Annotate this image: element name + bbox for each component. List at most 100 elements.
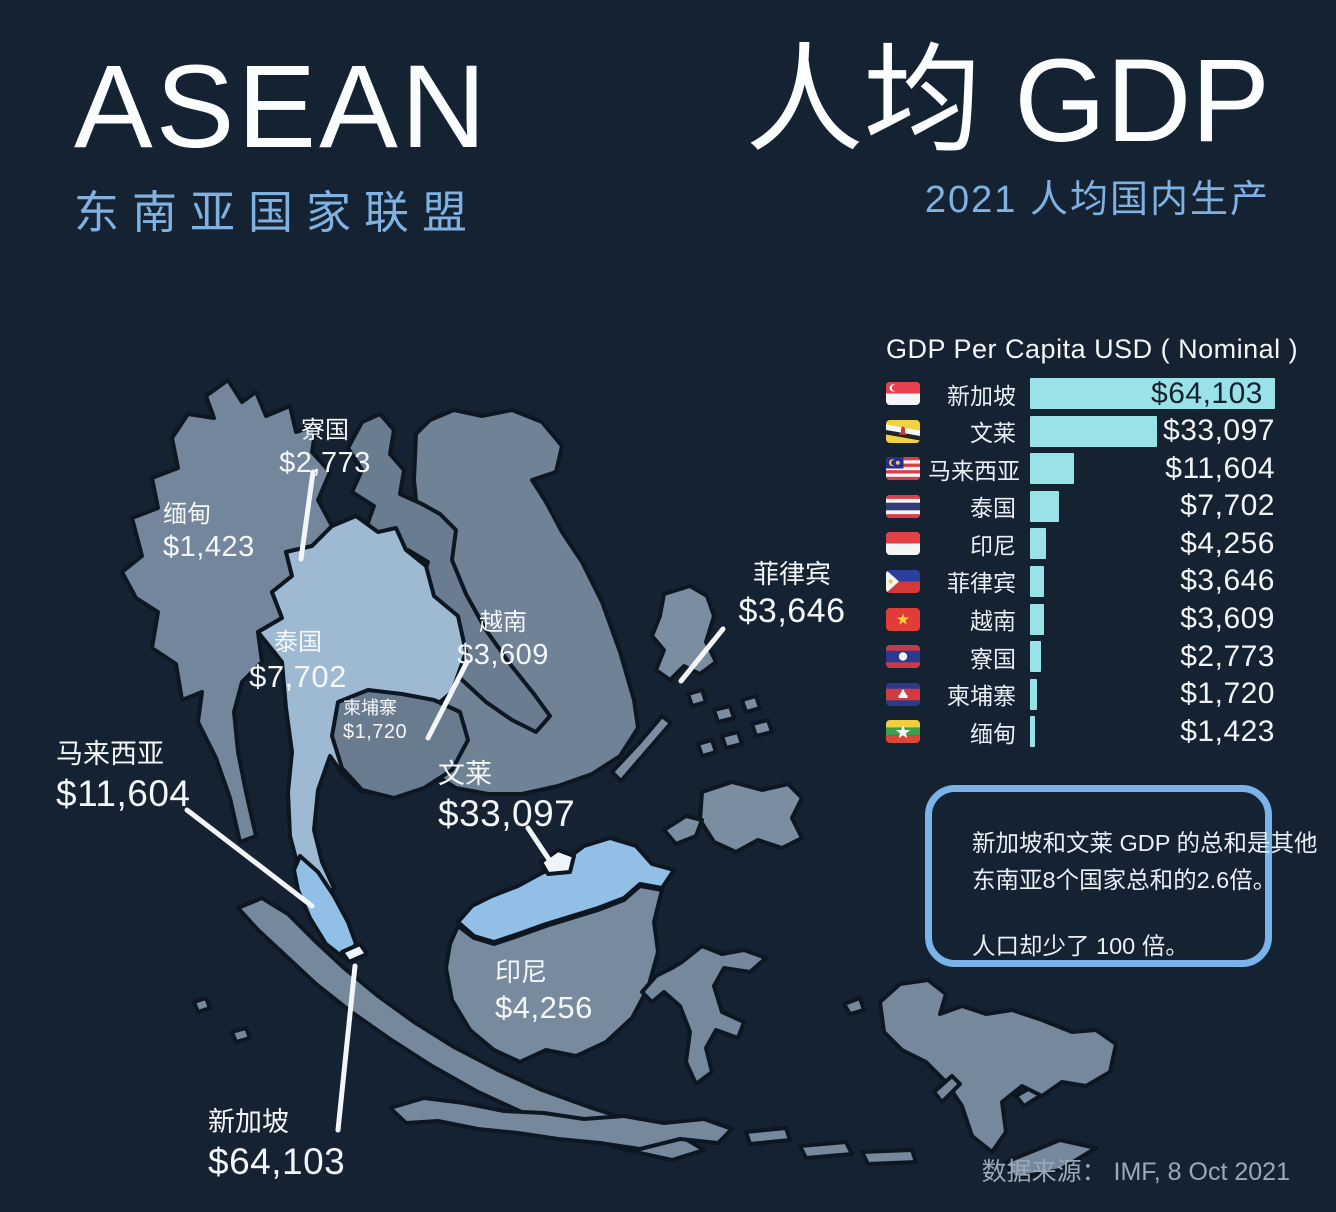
bar-track: $33,097 — [1030, 414, 1275, 448]
chart-value: $33,097 — [1163, 414, 1275, 448]
leader-line-brunei — [525, 825, 555, 867]
map-label-vietnam: 越南 $3,609 — [453, 608, 553, 673]
country-value: $33,097 — [438, 792, 576, 834]
map-papua — [878, 978, 1118, 1154]
map-lesser-sunda — [798, 1140, 854, 1160]
map-zamboanga — [662, 814, 704, 846]
bar-track: $3,609 — [1030, 602, 1275, 636]
chart-bar — [1030, 415, 1157, 447]
chart-bar — [1030, 603, 1044, 635]
country-name: 柬埔寨 — [343, 698, 397, 718]
country-value: $1,720 — [343, 720, 408, 743]
chart-row-singapore: 新加坡 $64,103 — [886, 376, 1278, 410]
chart-country-label: 泰国 — [970, 495, 1016, 522]
chart-row-thailand: 泰国 $7,702 — [886, 489, 1278, 522]
map-label-singapore: 新加坡 $64,103 — [208, 1106, 345, 1184]
chart-row-philippines: 菲律宾 $3,646 — [886, 564, 1278, 598]
leader-line-philippines — [678, 626, 726, 684]
cambodia-flag-icon — [886, 682, 920, 706]
map-java — [388, 1096, 734, 1151]
page-title-right: 人均 GDP — [745, 35, 1271, 167]
map-visayas — [696, 738, 718, 758]
chart-value: $2,773 — [1180, 639, 1275, 673]
brunei-flag-icon — [886, 419, 920, 443]
chart-bar — [1030, 641, 1041, 673]
country-value: $1,423 — [163, 531, 255, 563]
chart-row-brunei: 文莱 $33,097 — [886, 414, 1278, 448]
map-label-laos: 寮国 $2,773 — [270, 416, 380, 481]
map-small-island — [192, 996, 212, 1014]
map-luzon — [650, 584, 718, 682]
chart-bar — [1030, 453, 1075, 485]
map-timor — [1004, 1138, 1098, 1180]
leader-line-malaysia — [184, 807, 315, 909]
country-value: $7,702 — [249, 659, 347, 694]
singapore-flag-icon — [886, 382, 920, 405]
map-lesser-sunda — [932, 1074, 962, 1104]
country-value: $3,646 — [738, 591, 846, 630]
page-subtitle: 东南亚国家联盟 — [74, 186, 481, 238]
chart-bar — [1030, 528, 1047, 560]
chart-row-cambodia: 柬埔寨 $1,720 — [886, 677, 1278, 711]
map-brunei — [539, 848, 576, 876]
country-value: $64,103 — [208, 1140, 346, 1182]
bar-track: $2,773 — [1030, 639, 1275, 673]
chart-value: $1,720 — [1180, 677, 1275, 711]
chart-country-label: 越南 — [970, 608, 1016, 635]
thailand-flag-icon — [886, 494, 920, 518]
map-singapore — [340, 942, 369, 964]
map-visayas — [740, 694, 762, 714]
bar-track: $11,604 — [1030, 452, 1275, 485]
map-label-brunei: 文莱 $33,097 — [438, 758, 575, 836]
map-visayas — [712, 704, 736, 724]
chart-country-label: 文莱 — [970, 420, 1016, 447]
country-name: 新加坡 — [208, 1107, 289, 1137]
chart-country-label: 缅甸 — [970, 720, 1016, 747]
map-label-myanmar: 缅甸 $1,423 — [163, 500, 255, 565]
map-mindanao — [698, 780, 804, 854]
chart-row-indonesia: 印尼 $4,256 — [886, 526, 1278, 560]
chart-country-label: 印尼 — [970, 532, 1016, 559]
chart-value: $64,103 — [1151, 376, 1263, 410]
map-lesser-sunda — [744, 1126, 792, 1146]
indonesia-flag-icon — [886, 532, 920, 556]
country-value: $4,256 — [495, 989, 593, 1025]
chart-bar — [1030, 490, 1060, 522]
bar-track: $3,646 — [1030, 564, 1275, 598]
chart-bar — [1030, 678, 1037, 710]
chart-row-laos: 寮国 $2,773 — [886, 639, 1278, 673]
page-subtitle-right: 2021 人均国内生产 — [924, 178, 1270, 221]
header-left: ASEAN 东南亚国家联盟 — [74, 45, 489, 241]
chart-value: $3,609 — [1180, 602, 1275, 636]
bar-track: $1,423 — [1030, 715, 1275, 748]
chart-bar — [1030, 716, 1036, 748]
map-label-malaysia: 马来西亚 $11,604 — [56, 738, 191, 816]
bar-track: $1,720 — [1030, 677, 1275, 711]
bar-track: $4,256 — [1030, 526, 1275, 560]
country-value: $11,604 — [56, 772, 191, 814]
map-label-thailand: 泰国 $7,702 — [238, 628, 358, 695]
chart-value: $4,256 — [1180, 526, 1275, 560]
map-myanmar — [120, 378, 334, 844]
chart-bar — [1030, 565, 1044, 597]
chart-title: GDP Per Capita USD ( Nominal ) — [886, 334, 1299, 364]
country-name: 菲律宾 — [752, 559, 831, 589]
callout-line: 人口却少了 100 倍。 — [972, 933, 1189, 959]
map-visayas — [686, 688, 708, 708]
country-value: $2,773 — [279, 447, 371, 479]
callout-line: 东南亚8个国家总和的2.6倍。 — [972, 867, 1277, 893]
gdp-bar-chart: GDP Per Capita USD ( Nominal ) 新加坡 $64,1… — [886, 334, 1299, 754]
leader-line-singapore — [335, 963, 358, 1133]
chart-row-malaysia: 马来西亚 $11,604 — [886, 452, 1278, 485]
map-sulawesi — [640, 944, 768, 1086]
chart-country-label: 菲律宾 — [947, 570, 1016, 597]
map-label-cambodia: 柬埔寨 $1,720 — [343, 697, 407, 744]
map-label-indonesia: 印尼 $4,256 — [495, 956, 593, 1026]
leader-line-vietnam — [425, 659, 470, 741]
chart-value: $3,646 — [1180, 564, 1275, 598]
map-kalimantan — [444, 884, 664, 1064]
laos-flag-icon — [886, 645, 920, 669]
map-palawan — [610, 714, 673, 783]
country-name: 马来西亚 — [56, 739, 164, 769]
